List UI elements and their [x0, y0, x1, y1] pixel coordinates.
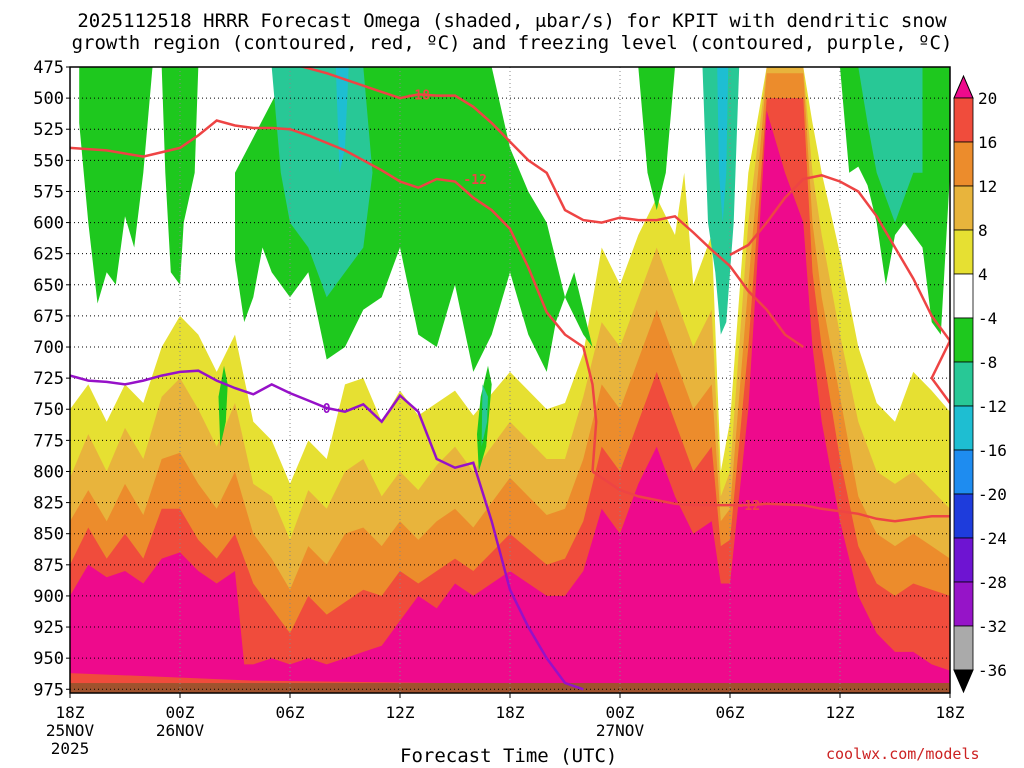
colorbar-box — [953, 97, 974, 143]
contour-label: -12 — [463, 173, 486, 188]
colorbar-label: -20 — [978, 485, 1007, 504]
y-tick-label: 475 — [33, 58, 64, 78]
x-tick-label: 18Z — [936, 703, 965, 722]
colorbar-label: 8 — [978, 221, 988, 240]
colorbar-label: -24 — [978, 529, 1007, 548]
colorbar-label: -4 — [978, 309, 997, 328]
x-tick-label: 2025 — [51, 739, 90, 758]
omega-area-neg-east-8 — [858, 67, 923, 223]
credit-link[interactable]: coolwx.com/models — [826, 745, 980, 763]
colorbar-label: 20 — [978, 89, 997, 108]
ground-band — [70, 683, 950, 693]
y-tick-label: 800 — [33, 462, 64, 482]
omega-area-neg-cell-3 — [481, 384, 488, 447]
y-tick-label: 725 — [33, 369, 64, 389]
colorbar-label: -36 — [978, 661, 1007, 680]
y-tick-label: 700 — [33, 338, 64, 358]
chart-title-line1: 2025112518 HRRR Forecast Omega (shaded, … — [77, 10, 947, 32]
y-tick-label: 875 — [33, 556, 64, 576]
omega-area-neg-4b — [717, 67, 729, 223]
colorbar-label: 16 — [978, 133, 997, 152]
y-tick-label: 900 — [33, 587, 64, 607]
x-tick-label: 18Z — [496, 703, 525, 722]
y-tick-label: 525 — [33, 120, 64, 140]
colorbar-bottom-arrow — [953, 669, 974, 694]
chart-title-line2: growth region (contoured, red, ºC) and f… — [71, 32, 953, 54]
colorbar-label: -12 — [978, 397, 1007, 416]
colorbar-box — [953, 141, 974, 187]
x-tick-label: 12Z — [826, 703, 855, 722]
colorbar-box — [953, 361, 974, 407]
x-tick-label: 00Z — [166, 703, 195, 722]
contour-line — [70, 369, 584, 691]
colorbar-label: 4 — [978, 265, 988, 284]
omega-area-16 — [70, 98, 950, 690]
colorbar-box — [953, 185, 974, 231]
colorbar-box — [953, 229, 974, 275]
omega-area-neg-west — [79, 67, 153, 304]
colorbar-top-arrow — [953, 74, 974, 99]
y-tick-label: 850 — [33, 525, 64, 545]
x-tick-label: 18Z — [56, 703, 85, 722]
colorbar-box — [953, 493, 974, 539]
x-tick-label: 06Z — [276, 703, 305, 722]
omega-area-neg-central-12 — [335, 67, 349, 173]
colorbar-label: -8 — [978, 353, 997, 372]
colorbar-label: -28 — [978, 573, 1007, 592]
contour-line — [70, 119, 598, 472]
y-tick-label: 500 — [33, 89, 64, 109]
omega-area-20 — [70, 110, 950, 686]
colorbar-box — [953, 581, 974, 627]
y-tick-label: 750 — [33, 400, 64, 420]
colorbar-box — [953, 273, 974, 319]
colorbar-label: -16 — [978, 441, 1007, 460]
omega-area-neg-cell — [218, 365, 228, 447]
x-tick-label: 12Z — [386, 703, 415, 722]
x-tick-label: 00Z — [606, 703, 635, 722]
y-tick-label: 925 — [33, 618, 64, 638]
contour-line — [591, 470, 950, 523]
colorbar-box — [953, 449, 974, 495]
x-axis-label: Forecast Time (UTC) — [400, 745, 618, 767]
colorbar-box — [953, 405, 974, 451]
contour-label: 0 — [323, 402, 331, 417]
y-tick-label: 675 — [33, 307, 64, 327]
contour-line — [729, 174, 950, 404]
colorbar-label: -32 — [978, 617, 1007, 636]
colorbar-label: 12 — [978, 177, 997, 196]
omega-area-neg-3 — [638, 67, 675, 211]
x-tick-label: 06Z — [716, 703, 745, 722]
y-tick-label: 950 — [33, 649, 64, 669]
y-tick-label: 625 — [33, 245, 64, 265]
y-tick-label: 975 — [33, 680, 64, 700]
colorbar-box — [953, 625, 974, 671]
x-tick-label: 27NOV — [596, 721, 645, 740]
x-tick-label: 25NOV — [46, 721, 95, 740]
y-tick-label: 650 — [33, 276, 64, 296]
colorbar-box — [953, 317, 974, 363]
y-tick-label: 550 — [33, 151, 64, 171]
contour-line — [298, 67, 805, 349]
omega-area-neg-central-8 — [271, 67, 373, 298]
x-tick-label: 26NOV — [156, 721, 205, 740]
y-tick-label: 600 — [33, 214, 64, 234]
y-tick-label: 575 — [33, 182, 64, 202]
contour-label: -12 — [737, 499, 760, 514]
contour-label: -18 — [407, 88, 431, 103]
y-tick-label: 775 — [33, 431, 64, 451]
colorbar-box — [953, 537, 974, 583]
y-tick-label: 825 — [33, 494, 64, 514]
